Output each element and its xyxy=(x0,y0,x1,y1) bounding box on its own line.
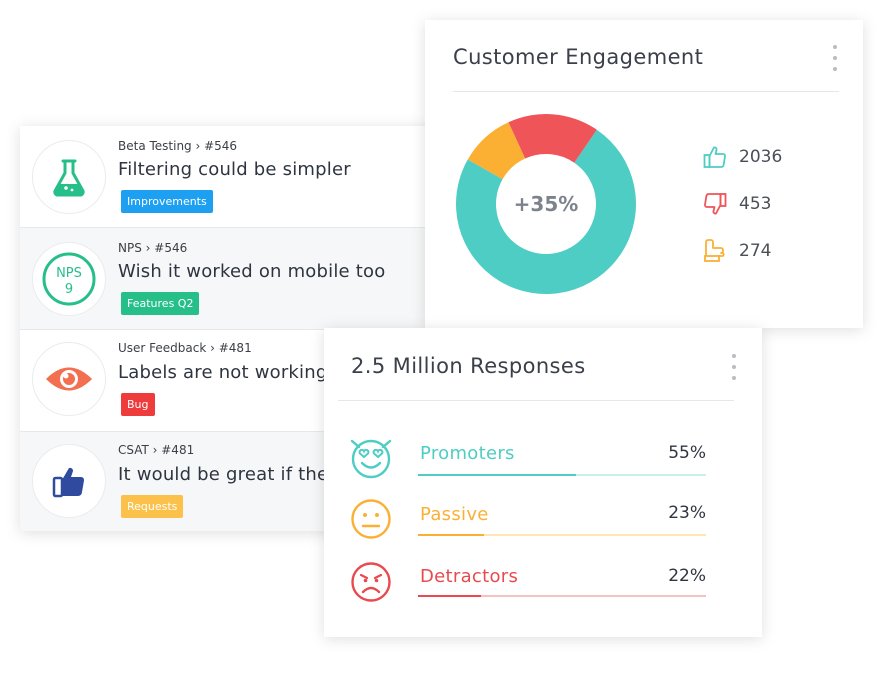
flask-icon xyxy=(32,140,106,214)
response-label: Passive xyxy=(420,504,489,525)
feedback-title[interactable]: Wish it worked on mobile too xyxy=(118,261,386,282)
response-percent: 55% xyxy=(668,443,706,463)
tag-badge[interactable]: Bug xyxy=(121,393,155,416)
feedback-title[interactable]: Labels are not working xyxy=(118,362,328,383)
engagement-donut-chart: +35% xyxy=(456,114,636,294)
feedback-breadcrumb[interactable]: NPS › #546 xyxy=(118,241,188,255)
feedback-title[interactable]: Filtering could be simpler xyxy=(118,159,351,180)
response-row-promoters[interactable]: Promoters 55% xyxy=(350,438,706,488)
neutral-face-icon xyxy=(351,499,391,539)
sad-face-icon xyxy=(351,562,391,602)
response-label: Promoters xyxy=(420,443,515,464)
stat-value: 453 xyxy=(739,194,772,214)
feedback-item[interactable]: NPS 9 NPS › #546 Wish it worked on mobil… xyxy=(20,228,440,330)
tag-badge[interactable]: Features Q2 xyxy=(121,292,200,315)
feedback-breadcrumb[interactable]: CSAT › #481 xyxy=(118,443,195,457)
donut-segment-positive[interactable] xyxy=(456,129,636,294)
feedback-title[interactable]: It would be great if the xyxy=(118,464,329,485)
response-bar-track xyxy=(418,474,706,476)
response-percent: 23% xyxy=(668,503,706,523)
card-title: Customer Engagement xyxy=(453,45,704,69)
stat-likes: 2036 xyxy=(703,144,782,170)
stat-value: 2036 xyxy=(739,147,783,167)
divider xyxy=(453,91,839,92)
stat-value: 274 xyxy=(739,241,772,261)
thumbs-down-icon xyxy=(704,193,727,215)
thumbs-up-icon xyxy=(703,146,726,168)
tag-badge[interactable]: Improvements xyxy=(121,190,213,213)
tag-badge[interactable]: Requests xyxy=(121,495,184,518)
donut-segment-neutral[interactable] xyxy=(467,122,526,180)
feedback-item[interactable]: Beta Testing › #546 Filtering could be s… xyxy=(20,126,440,228)
response-bar-fill xyxy=(418,474,577,476)
response-bar-track xyxy=(418,534,706,536)
donut-center-label: +35% xyxy=(514,192,579,216)
engagement-card: Customer Engagement +35% 2036 453 274 xyxy=(425,20,863,328)
thumbs-up-icon xyxy=(32,444,106,518)
feedback-breadcrumb[interactable]: Beta Testing › #546 xyxy=(118,139,238,153)
feedback-breadcrumb[interactable]: User Feedback › #481 xyxy=(118,341,252,355)
stat-dislikes: 453 xyxy=(703,191,771,217)
donut-segment-negative[interactable] xyxy=(508,114,597,163)
response-bar-fill xyxy=(418,534,485,536)
more-options-icon[interactable] xyxy=(832,45,838,71)
response-label: Detractors xyxy=(420,566,519,587)
thumb-sideways-icon xyxy=(704,239,725,262)
svg-text:NPS: NPS xyxy=(56,266,82,281)
card-title: 2.5 Million Responses xyxy=(351,354,586,378)
divider xyxy=(338,400,734,401)
response-bar-track xyxy=(418,595,706,597)
response-percent: 22% xyxy=(668,566,706,586)
response-row-passive[interactable]: Passive 23% xyxy=(350,498,706,548)
response-row-detractors[interactable]: Detractors 22% xyxy=(350,561,706,611)
responses-card: 2.5 Million Responses Promoters 55% Pass… xyxy=(324,328,762,637)
nps-badge-icon: NPS 9 xyxy=(32,242,106,316)
svg-text:9: 9 xyxy=(65,282,73,297)
feedback-item[interactable]: User Feedback › #481 Labels are not work… xyxy=(20,330,440,432)
heart-eyes-face-icon xyxy=(350,439,392,479)
response-bar-fill xyxy=(418,595,482,597)
stat-neutral: 274 xyxy=(703,238,771,264)
more-options-icon[interactable] xyxy=(731,354,737,380)
eye-icon xyxy=(32,342,106,416)
